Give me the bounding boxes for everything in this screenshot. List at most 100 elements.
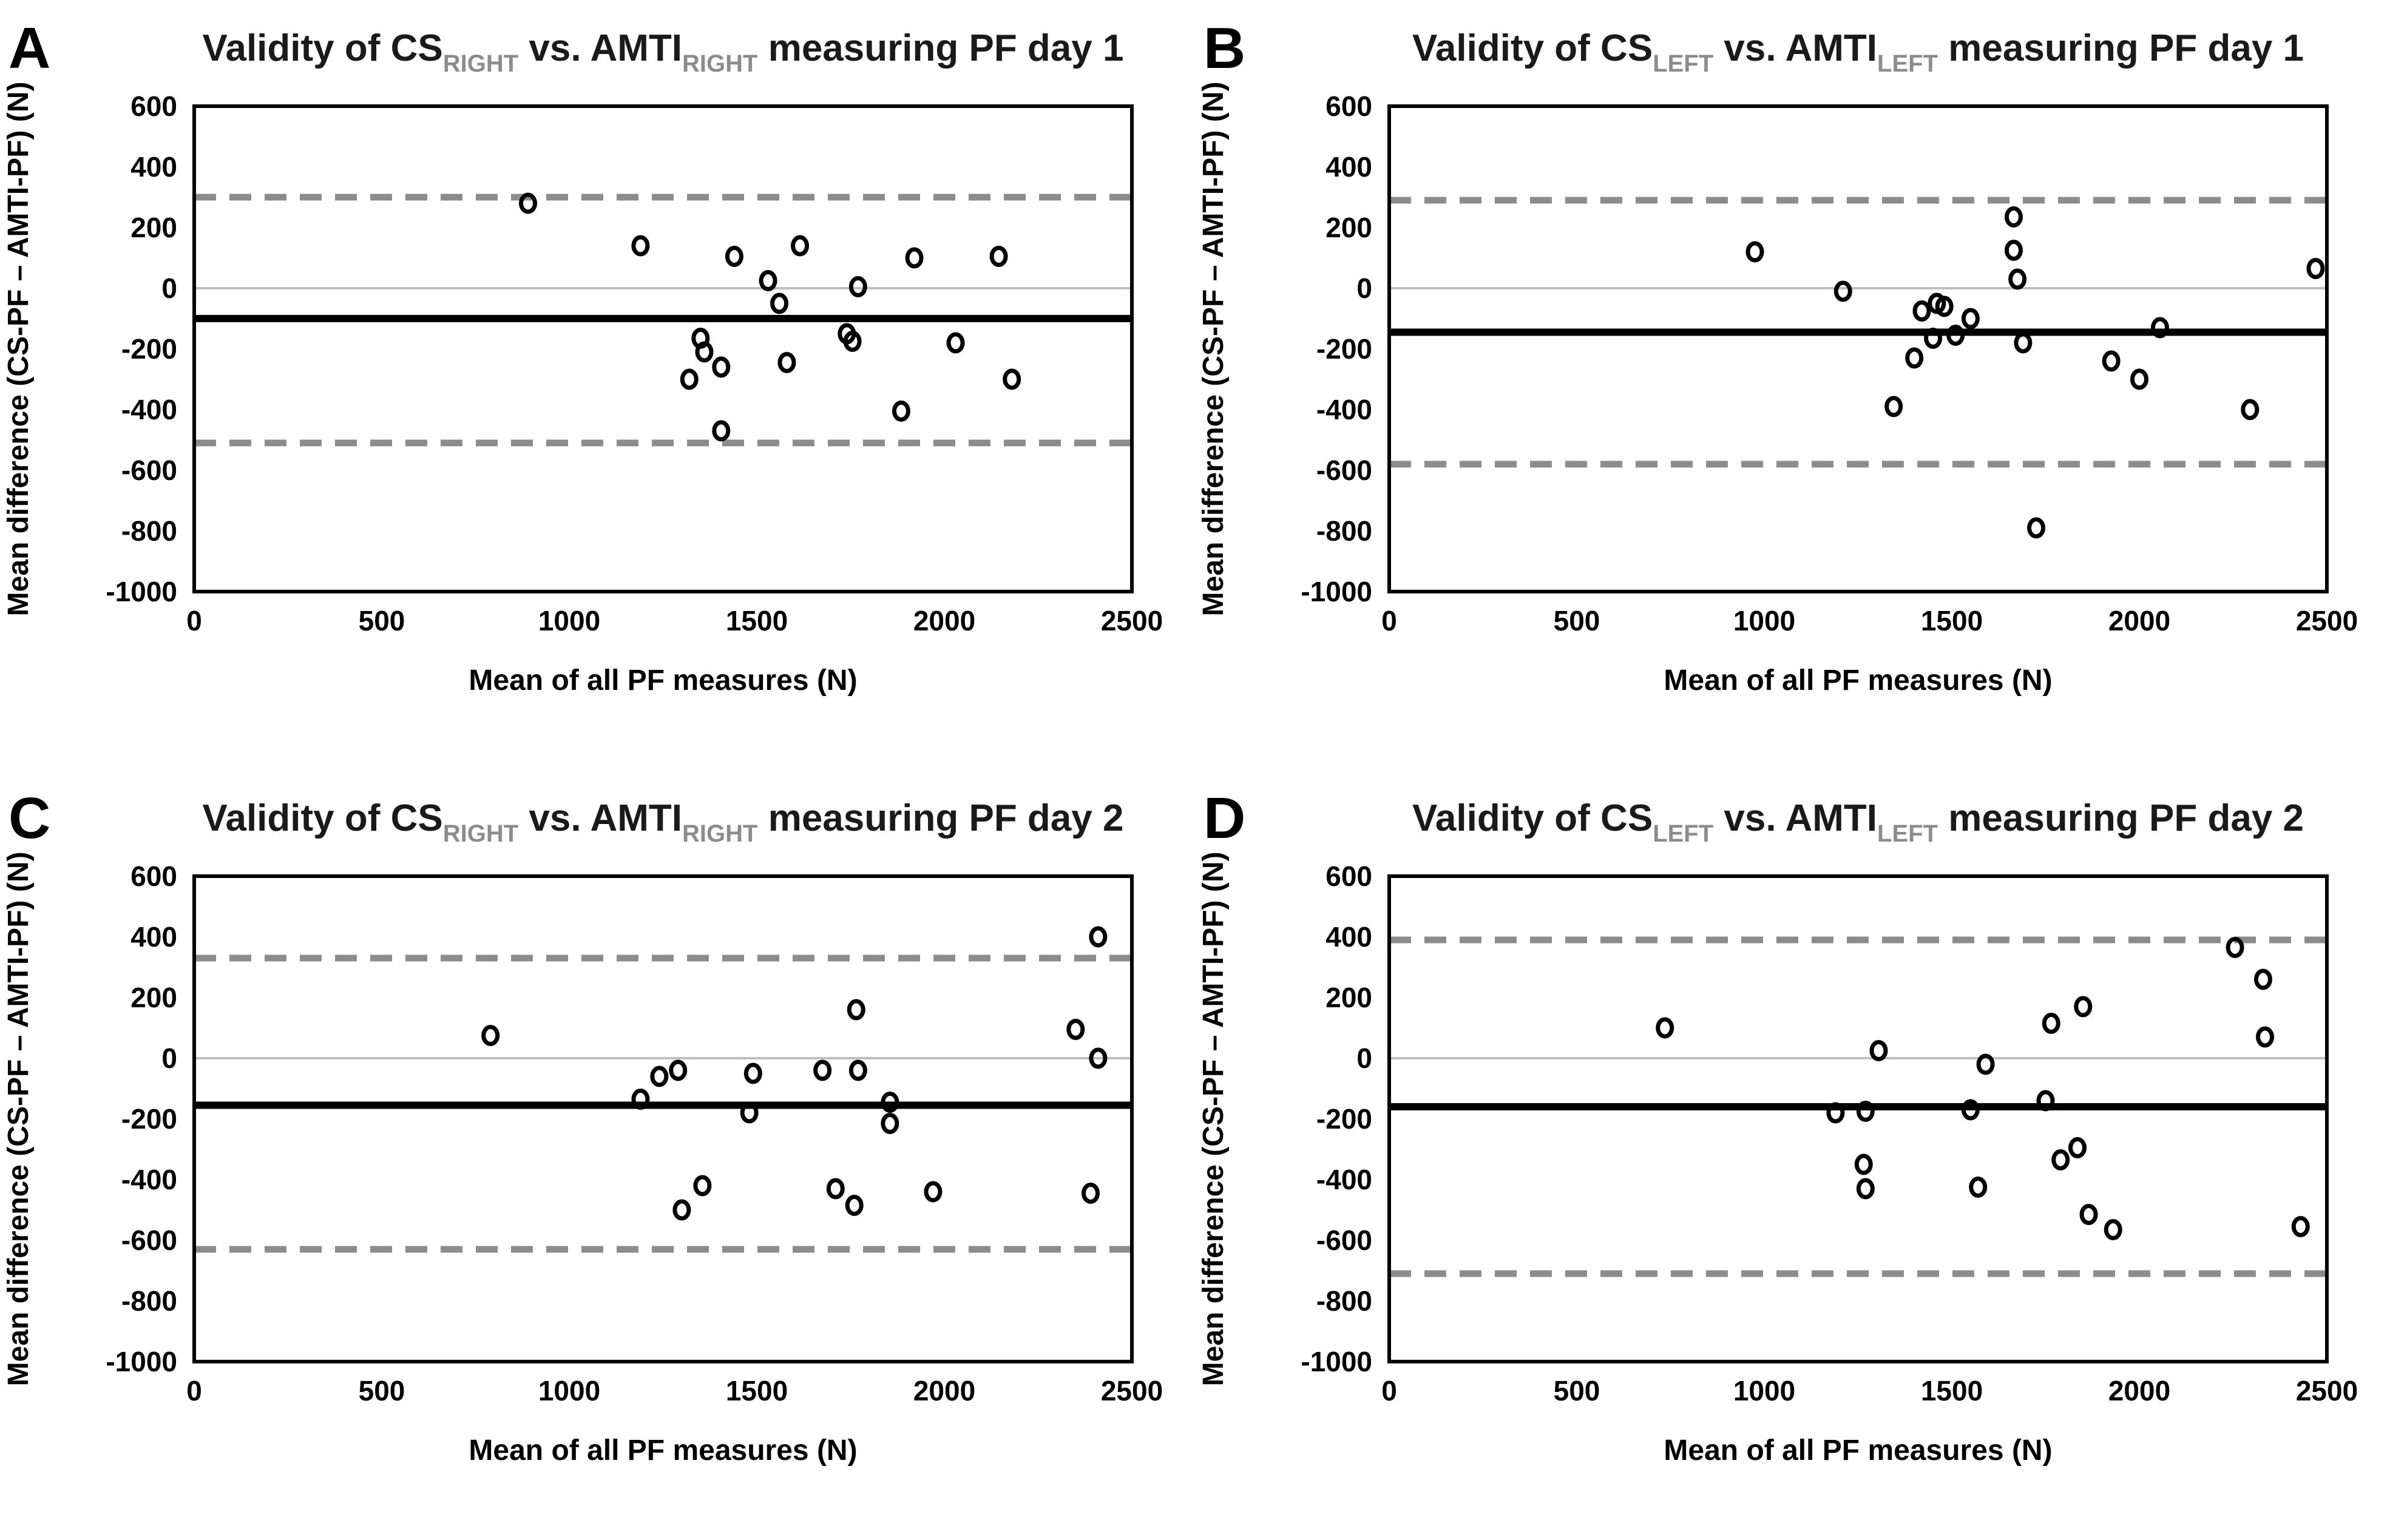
- data-point: [848, 276, 867, 297]
- chart-title-text: vs. AMTI: [518, 797, 682, 839]
- data-point: [1089, 1047, 1108, 1069]
- data-point: [2102, 350, 2121, 372]
- data-point: [680, 368, 699, 390]
- data-point: [2306, 258, 2325, 279]
- data-point: [2226, 937, 2244, 958]
- chart-title-subscript: LEFT: [1877, 50, 1938, 77]
- y-tick-label: -600: [1316, 454, 1372, 486]
- data-point: [905, 247, 924, 269]
- x-tick-label: 1000: [538, 1375, 600, 1407]
- data-point: [1082, 1183, 1100, 1204]
- y-tick-label: 200: [130, 982, 177, 1013]
- x-tick-label: 1500: [1921, 605, 1983, 637]
- x-tick-label: 500: [1554, 1375, 1600, 1407]
- y-tick-label: -800: [121, 515, 177, 547]
- panel-letter: A: [8, 16, 50, 81]
- chart-title-text: Validity of CS: [203, 27, 443, 69]
- data-point: [2150, 317, 2169, 339]
- y-tick-label: 0: [161, 1042, 177, 1074]
- data-point: [672, 1199, 691, 1221]
- chart-title-text: Validity of CS: [1412, 27, 1653, 69]
- chart-title-subscript: LEFT: [1877, 820, 1938, 847]
- data-point: [1089, 926, 1108, 948]
- chart-title-subscript: RIGHT: [682, 50, 757, 77]
- data-point: [631, 235, 650, 257]
- y-tick-label: -400: [1316, 394, 1372, 425]
- data-point: [1856, 1101, 1875, 1122]
- data-point: [1884, 396, 1903, 417]
- chart-title-subscript: LEFT: [1653, 820, 1713, 847]
- data-point: [2042, 1013, 2060, 1034]
- data-point: [1976, 1053, 1995, 1075]
- data-point: [847, 999, 865, 1021]
- y-tick-label: -600: [1316, 1224, 1372, 1256]
- y-tick-label: 200: [130, 212, 177, 243]
- chart-title-text: Validity of CS: [203, 797, 443, 839]
- data-point: [631, 1089, 650, 1110]
- x-tick-label: 0: [186, 1375, 202, 1407]
- data-point: [2027, 517, 2046, 539]
- data-point: [881, 1113, 899, 1134]
- data-point: [1905, 347, 1924, 369]
- y-tick-label: -800: [121, 1285, 177, 1317]
- y-tick-label: 400: [130, 921, 177, 953]
- data-point: [2014, 332, 2033, 354]
- data-point: [1854, 1153, 1873, 1175]
- plot-area-border: [1387, 874, 2329, 1363]
- panel-C: C Validity of CSRIGHT vs. AMTIRIGHT measu…: [0, 770, 1195, 1540]
- y-tick-label: -600: [121, 454, 177, 486]
- chart-title-subscript: RIGHT: [682, 820, 757, 847]
- y-tick-label: 400: [1325, 921, 1372, 953]
- data-point: [743, 1062, 762, 1084]
- chart-title-subscript: LEFT: [1653, 50, 1713, 77]
- data-point: [892, 400, 910, 422]
- data-point: [813, 1059, 832, 1081]
- x-tick-label: 2500: [1101, 605, 1163, 637]
- data-point: [791, 235, 810, 257]
- data-point: [1961, 308, 1980, 329]
- y-tick-label: -200: [1316, 333, 1372, 365]
- plot-area-border: [192, 104, 1134, 593]
- panel-letter: C: [8, 786, 50, 851]
- y-tick-label: 200: [1325, 212, 1372, 243]
- x-tick-label: 0: [1381, 1375, 1397, 1407]
- y-tick-label: -1000: [106, 1346, 177, 1377]
- chart-title: Validity of CSLEFT vs. AMTILEFT measurin…: [1412, 797, 2304, 847]
- data-point: [924, 1181, 943, 1203]
- data-point: [777, 352, 796, 373]
- data-point: [759, 270, 777, 291]
- x-tick-label: 1000: [538, 605, 600, 637]
- data-point: [2008, 268, 2027, 290]
- x-axis-label: Mean of all PF measures (N): [469, 1434, 857, 1467]
- chart-title-text: vs. AMTI: [1713, 27, 1877, 69]
- y-tick-label: -800: [1316, 515, 1372, 547]
- data-point: [519, 192, 538, 214]
- chart-title-text: vs. AMTI: [1713, 797, 1877, 839]
- x-tick-label: 500: [359, 605, 405, 637]
- scatter-chart-A: A Validity of CSRIGHT vs. AMTIRIGHT measu…: [2, 16, 1163, 697]
- data-point: [2068, 1137, 2087, 1158]
- x-tick-label: 500: [359, 1375, 405, 1407]
- y-tick-label: 400: [1325, 151, 1372, 183]
- panel-B: B Validity of CSLEFT vs. AMTILEFT measuri…: [1195, 0, 2390, 770]
- data-point: [770, 292, 789, 314]
- y-tick-label: -200: [121, 333, 177, 365]
- data-point: [1935, 296, 1954, 317]
- x-tick-label: 1500: [726, 605, 788, 637]
- data-point: [2004, 240, 2023, 261]
- x-tick-label: 500: [1554, 605, 1600, 637]
- data-point: [481, 1025, 500, 1046]
- data-point: [1924, 328, 1943, 349]
- scatter-chart-B: B Validity of CSLEFT vs. AMTILEFT measuri…: [1197, 16, 2358, 697]
- data-point: [2256, 1026, 2275, 1048]
- data-point: [1833, 280, 1852, 302]
- data-point: [2036, 1090, 2055, 1112]
- data-point: [2104, 1219, 2122, 1240]
- plot-area-border: [1387, 104, 2329, 593]
- data-point: [2074, 996, 2093, 1018]
- y-tick-label: -400: [121, 394, 177, 425]
- data-point: [1856, 1178, 1875, 1200]
- panel-letter: D: [1203, 786, 1245, 851]
- scatter-chart-C: C Validity of CSRIGHT vs. AMTIRIGHT measu…: [2, 786, 1163, 1467]
